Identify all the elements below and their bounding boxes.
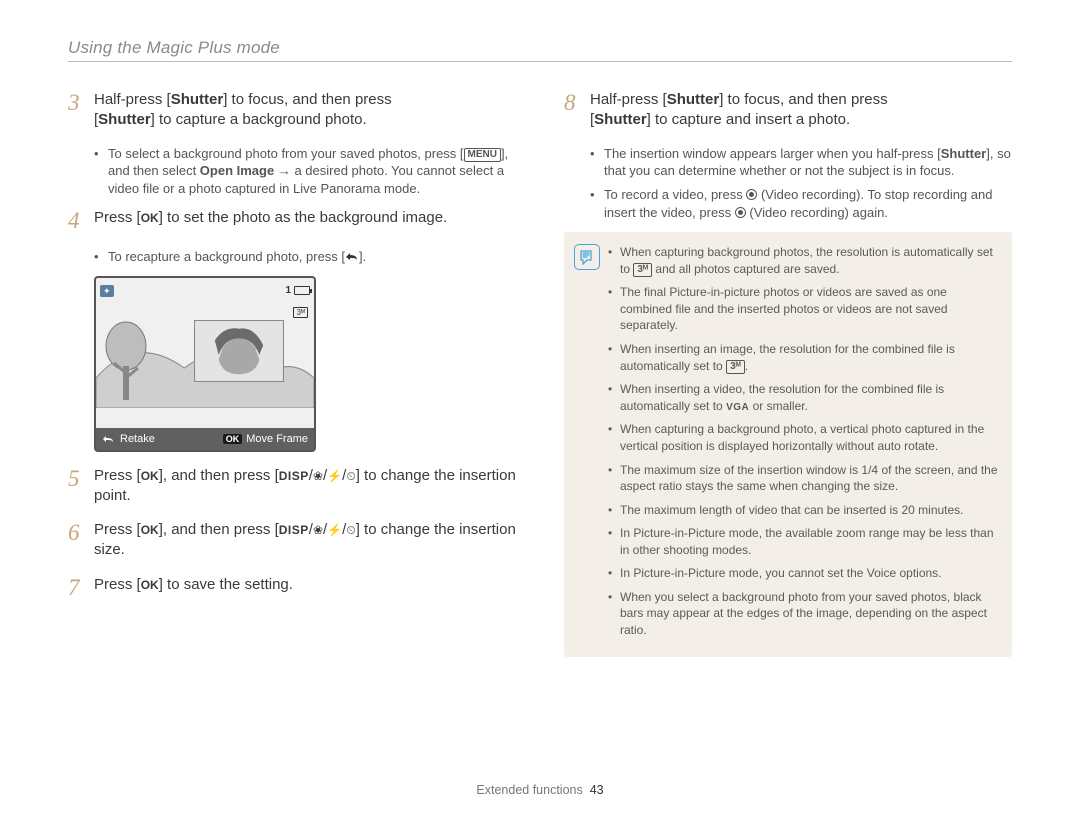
step-3-bullet: To select a background photo from your s… [94,145,516,199]
battery-icon [294,286,310,295]
record-icon [746,189,757,200]
camera-preview: ✦ 1 3ᴹ [94,276,316,452]
step-body: Half-press [Shutter] to focus, and then … [94,90,392,131]
note-icon [574,244,600,270]
step-6: 6 Press [OK], and then press [DISP///] t… [68,520,516,561]
note-box: When capturing background photos, the re… [564,232,1012,657]
step-number: 6 [68,520,94,561]
content-columns: 3 Half-press [Shutter] to focus, and the… [68,90,1012,657]
vga-icon: VGA [726,402,749,413]
step-4: 4 Press [OK] to set the photo as the bac… [68,208,516,233]
note-item: When you select a background photo from … [608,589,998,639]
ok-icon: OK [141,578,159,592]
left-column: 3 Half-press [Shutter] to focus, and the… [68,90,516,657]
back-icon [102,434,116,444]
step-number: 4 [68,208,94,233]
res-3m-icon [726,360,745,374]
step-body: Press [OK], and then press [DISP///] to … [94,466,516,507]
step-4-bullet: To recapture a background photo, press [… [94,248,516,266]
mode-badge: ✦ [100,285,114,297]
flash-icon [327,521,342,538]
preview-topbar: ✦ 1 [100,282,310,300]
preview-canvas: ✦ 1 3ᴹ [96,278,314,428]
step-8-bullet-2: To record a video, press (Video recordin… [590,186,1012,222]
ok-icon: OK [141,469,159,483]
timer-icon [346,521,355,538]
step-number: 5 [68,466,94,507]
macro-icon [313,521,323,538]
step-number: 7 [68,575,94,600]
tree-graphic [104,318,154,408]
flash-icon [327,467,342,484]
note-item: In Picture-in-Picture mode, you cannot s… [608,565,998,582]
ok-icon: OK [223,434,243,444]
ok-icon: OK [141,523,159,537]
step-8-sub: The insertion window appears larger when… [590,145,1012,223]
note-item: The maximum size of the insertion window… [608,462,998,495]
back-icon [345,249,359,260]
disp-icon: DISP [279,469,309,483]
page-header: Using the Magic Plus mode [68,38,1012,58]
step-number: 3 [68,90,94,131]
note-item: In Picture-in-Picture mode, the availabl… [608,525,998,558]
retake-label: Retake [102,433,155,445]
step-body: Press [OK] to save the setting. [94,575,293,600]
right-column: 8 Half-press [Shutter] to focus, and the… [564,90,1012,657]
step-5: 5 Press [OK], and then press [DISP///] t… [68,466,516,507]
note-item: When capturing a background photo, a ver… [608,421,998,454]
step-body: Half-press [Shutter] to focus, and then … [590,90,888,131]
menu-icon [464,148,501,162]
step-3-sub: To select a background photo from your s… [94,145,516,199]
res-3m-icon [633,263,652,277]
page-footer: Extended functions 43 [0,783,1080,797]
ok-icon: OK [141,211,159,225]
record-icon [735,207,746,218]
step-number: 8 [564,90,590,131]
manual-page: Using the Magic Plus mode 3 Half-press [… [0,0,1080,815]
note-item: When inserting an image, the resolution … [608,341,998,374]
timer-icon [346,467,355,484]
disp-icon: DISP [279,523,309,537]
step-4-sub: To recapture a background photo, press [… [94,248,516,266]
footer-section: Extended functions [476,783,582,797]
header-rule [68,61,1012,62]
note-item: When inserting a video, the resolution f… [608,381,998,414]
step-8: 8 Half-press [Shutter] to focus, and the… [564,90,1012,131]
move-frame-label: OK Move Frame [223,433,308,445]
step-3: 3 Half-press [Shutter] to focus, and the… [68,90,516,131]
step-body: Press [OK] to set the photo as the backg… [94,208,447,233]
resolution-badge: 3ᴹ [293,302,308,320]
note-item: The maximum length of video that can be … [608,502,998,519]
pip-frame [194,320,284,382]
shot-count: 1 [285,285,291,296]
note-list: When capturing background photos, the re… [608,244,998,645]
preview-bottombar: Retake OK Move Frame [96,428,314,450]
step-8-bullet-1: The insertion window appears larger when… [590,145,1012,181]
note-item: When capturing background photos, the re… [608,244,998,277]
page-number: 43 [590,783,604,797]
step-body: Press [OK], and then press [DISP///] to … [94,520,516,561]
note-item: The final Picture-in-picture photos or v… [608,284,998,334]
step-7: 7 Press [OK] to save the setting. [68,575,516,600]
macro-icon [313,467,323,484]
